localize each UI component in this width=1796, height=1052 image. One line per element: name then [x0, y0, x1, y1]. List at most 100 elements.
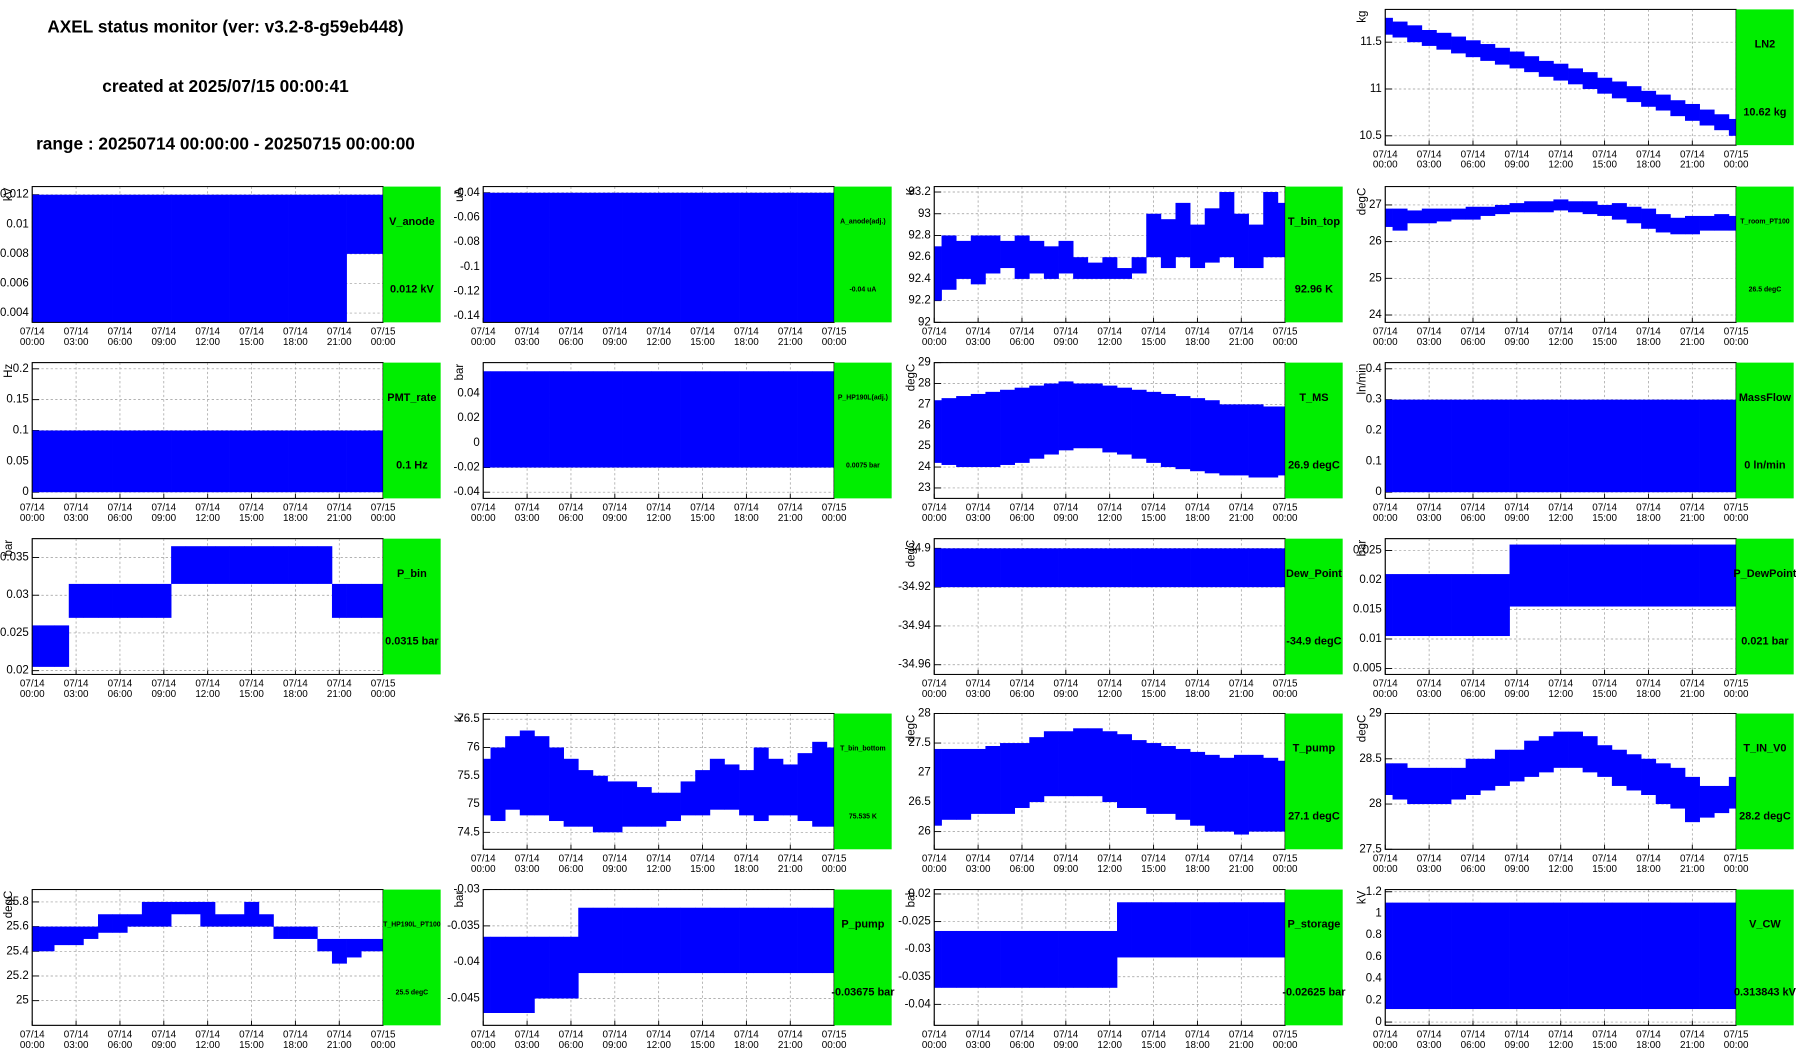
- value-band: [1131, 389, 1147, 459]
- y-tick-label: 27.5: [908, 737, 930, 749]
- y-tick-label: 24: [918, 461, 931, 473]
- x-tick-label: 07/14 06:00: [108, 1029, 133, 1050]
- value-band: [1582, 72, 1598, 89]
- value-band: [1494, 749, 1510, 786]
- value-band: [1494, 47, 1510, 65]
- value-band: [1131, 740, 1147, 808]
- value-band: [185, 430, 201, 493]
- x-tick-label: 07/14 12:00: [195, 326, 220, 347]
- value-band: [1728, 215, 1737, 231]
- value-band: [739, 770, 755, 816]
- value-band: [1655, 544, 1671, 607]
- value-band: [1277, 548, 1286, 588]
- y-tick-label: 28: [918, 708, 931, 720]
- x-tick-label: 07/14 09:00: [1504, 853, 1529, 874]
- y-axis-label: bar: [454, 364, 466, 381]
- value-band: [956, 548, 972, 588]
- value-band: [782, 764, 798, 816]
- value-band: [1190, 548, 1206, 588]
- value-band: [592, 907, 608, 974]
- value-band: [1000, 240, 1016, 269]
- value-band: [1451, 574, 1467, 637]
- value-band: [1582, 399, 1598, 493]
- value-band: [1263, 406, 1279, 478]
- current-value: 26.9 degC: [1288, 460, 1340, 472]
- value-band: [83, 430, 99, 493]
- x-tick-label: 07/14 06:00: [1010, 1029, 1035, 1050]
- value-band: [1728, 902, 1737, 1010]
- y-tick-label: 0.012: [0, 189, 29, 201]
- value-band: [1509, 399, 1525, 493]
- value-band: [171, 901, 187, 915]
- value-band: [1451, 36, 1467, 54]
- x-tick-label: 07/14 21:00: [1680, 149, 1705, 170]
- sensor-name: P_bin: [397, 568, 427, 580]
- value-band: [1277, 202, 1286, 258]
- x-tick-label: 07/14 03:00: [515, 326, 540, 347]
- value-band: [331, 583, 347, 618]
- y-axis-label: degC: [1356, 188, 1368, 216]
- y-tick-label: 27: [918, 767, 931, 779]
- current-value: 0 ln/min: [1744, 460, 1785, 472]
- y-tick-label: -0.12: [454, 286, 480, 298]
- value-band: [1553, 544, 1569, 607]
- value-band: [141, 901, 157, 927]
- x-tick-label: 07/14 15:00: [1592, 1029, 1617, 1050]
- value-band: [651, 192, 667, 323]
- value-band: [1392, 902, 1408, 1010]
- value-band: [1204, 754, 1220, 832]
- x-tick-label: 07/15 00:00: [1273, 326, 1298, 347]
- x-tick-label: 07/14 12:00: [195, 678, 220, 699]
- y-tick-label: 11: [1370, 83, 1382, 95]
- x-tick-label: 07/14 15:00: [690, 1029, 715, 1050]
- x-tick-label: 07/14 09:00: [1053, 502, 1078, 523]
- value-band: [258, 430, 274, 493]
- y-tick-label: 25.6: [6, 921, 28, 933]
- x-tick-label: 07/14 09:00: [151, 1029, 176, 1050]
- x-tick-label: 07/14 12:00: [1548, 853, 1573, 874]
- x-tick-label: 07/14 15:00: [1592, 326, 1617, 347]
- value-band: [1233, 548, 1249, 588]
- value-band: [1597, 544, 1613, 607]
- value-band: [782, 907, 798, 974]
- value-band: [1029, 548, 1045, 588]
- x-tick-label: 07/14 00:00: [471, 853, 496, 874]
- value-band: [753, 907, 769, 974]
- value-band: [826, 747, 835, 827]
- value-band: [1568, 399, 1583, 493]
- value-band: [127, 914, 143, 927]
- value-band: [1058, 240, 1074, 274]
- value-band: [1670, 399, 1686, 493]
- value-band: [1029, 930, 1045, 988]
- value-band: [592, 775, 608, 833]
- band-marks: [1385, 902, 1737, 1010]
- value-band: [1670, 767, 1686, 809]
- value-band: [1421, 208, 1437, 224]
- value-band: [98, 583, 113, 618]
- value-band: [651, 907, 667, 974]
- value-band: [1611, 203, 1627, 220]
- y-tick-label: 0.02: [6, 665, 28, 677]
- x-tick-label: 07/14 06:00: [1461, 853, 1486, 874]
- value-band: [375, 194, 384, 254]
- value-band: [229, 546, 245, 584]
- y-tick-label: -0.03: [905, 943, 931, 955]
- y-axis-label: degC: [905, 540, 917, 568]
- x-tick-label: 07/14 06:00: [1461, 149, 1486, 170]
- value-band: [98, 194, 113, 323]
- value-band: [1670, 544, 1686, 607]
- x-tick-label: 07/14 18:00: [1636, 326, 1661, 347]
- value-band: [112, 430, 128, 493]
- sensor-panel: 07/14 00:00 07/14 03:00 07/14 06:00 07/14 09:00…: [905, 708, 1343, 874]
- value-band: [592, 192, 608, 323]
- x-tick-label: 07/14 00:00: [922, 1029, 947, 1050]
- time-range: range : 20250714 00:00:00 - 20250715 00:…: [36, 134, 415, 154]
- value-band: [32, 194, 40, 323]
- value-band: [1392, 763, 1408, 800]
- sensor-name: P_DewPoint: [1733, 568, 1796, 580]
- value-band: [636, 907, 652, 974]
- value-band: [934, 400, 942, 463]
- value-band: [534, 936, 550, 999]
- value-band: [680, 781, 696, 816]
